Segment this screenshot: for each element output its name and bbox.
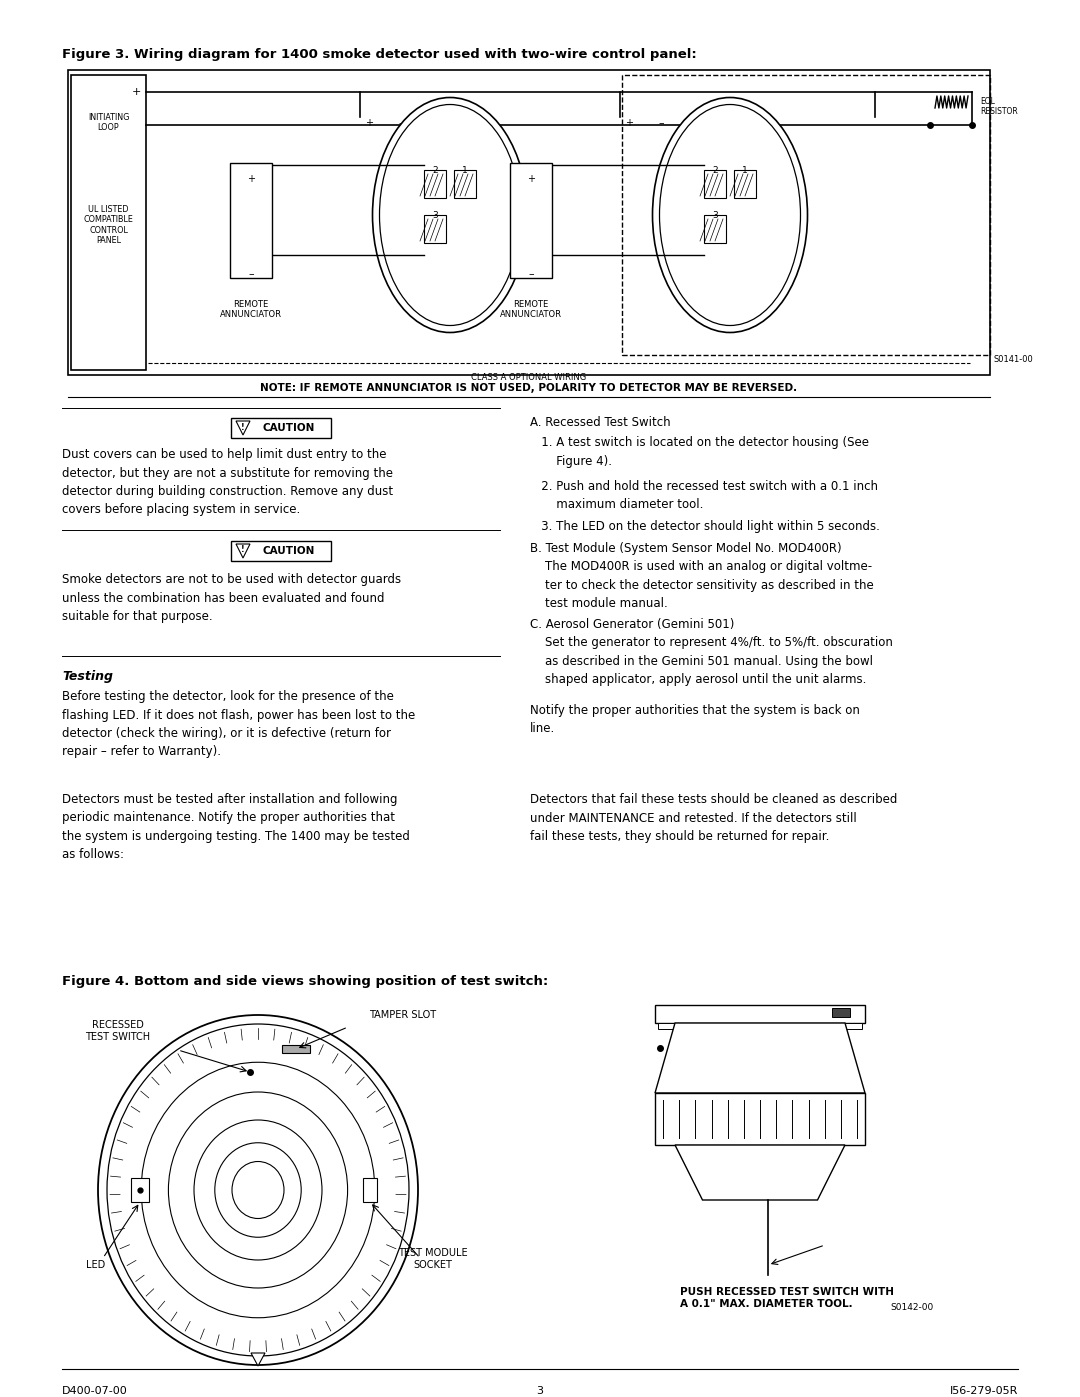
Polygon shape bbox=[251, 1354, 265, 1366]
Text: –: – bbox=[658, 117, 663, 129]
Bar bbox=[131, 1178, 149, 1201]
Text: –: – bbox=[528, 270, 534, 279]
Bar bbox=[71, 75, 146, 370]
Text: 2. Push and hold the recessed test switch with a 0.1 inch
       maximum diamete: 2. Push and hold the recessed test switc… bbox=[530, 481, 878, 511]
Bar bbox=[654, 1004, 865, 1023]
Ellipse shape bbox=[660, 105, 800, 326]
Bar bbox=[424, 170, 446, 198]
Text: D400-07-00: D400-07-00 bbox=[62, 1386, 127, 1396]
Text: 3: 3 bbox=[537, 1386, 543, 1396]
Text: Testing: Testing bbox=[62, 671, 113, 683]
Bar bbox=[704, 170, 726, 198]
Text: 1: 1 bbox=[742, 166, 747, 175]
Bar bbox=[231, 541, 330, 562]
Text: Set the generator to represent 4%/ft. to 5%/ft. obscuration
    as described in : Set the generator to represent 4%/ft. to… bbox=[530, 636, 893, 686]
Text: Smoke detectors are not to be used with detector guards
unless the combination h: Smoke detectors are not to be used with … bbox=[62, 573, 401, 623]
Text: TEST MODULE
SOCKET: TEST MODULE SOCKET bbox=[399, 1249, 468, 1270]
Bar bbox=[424, 215, 446, 243]
Text: TAMPER SLOT: TAMPER SLOT bbox=[369, 1010, 436, 1020]
Bar bbox=[510, 162, 552, 278]
Text: INITIATING
LOOP: INITIATING LOOP bbox=[87, 113, 130, 133]
Text: B. Test Module (System Sensor Model No. MOD400R): B. Test Module (System Sensor Model No. … bbox=[530, 542, 841, 555]
Text: Figure 4. Bottom and side views showing position of test switch:: Figure 4. Bottom and side views showing … bbox=[62, 975, 549, 988]
Text: Figure 3. Wiring diagram for 1400 smoke detector used with two-wire control pane: Figure 3. Wiring diagram for 1400 smoke … bbox=[62, 47, 697, 61]
Text: –: – bbox=[248, 270, 254, 279]
Text: S0142-00: S0142-00 bbox=[890, 1303, 933, 1312]
Text: REMOTE
ANNUNCIATOR: REMOTE ANNUNCIATOR bbox=[220, 300, 282, 320]
Text: RECESSED
TEST SWITCH: RECESSED TEST SWITCH bbox=[85, 1020, 150, 1042]
Text: 3: 3 bbox=[712, 211, 718, 219]
Text: Before testing the detector, look for the presence of the
flashing LED. If it do: Before testing the detector, look for th… bbox=[62, 690, 415, 759]
Bar bbox=[68, 70, 990, 374]
Text: 1: 1 bbox=[462, 166, 468, 175]
Text: The MOD400R is used with an analog or digital voltme-
    ter to check the detec: The MOD400R is used with an analog or di… bbox=[530, 560, 874, 610]
Bar bbox=[654, 1092, 865, 1146]
Bar bbox=[231, 418, 330, 439]
Text: PUSH RECESSED TEST SWITCH WITH
A 0.1" MAX. DIAMETER TOOL.: PUSH RECESSED TEST SWITCH WITH A 0.1" MA… bbox=[680, 1287, 894, 1309]
Bar bbox=[734, 170, 756, 198]
Text: REMOTE
ANNUNCIATOR: REMOTE ANNUNCIATOR bbox=[500, 300, 562, 320]
Text: CAUTION: CAUTION bbox=[262, 546, 315, 556]
Ellipse shape bbox=[379, 105, 521, 326]
Text: Detectors must be tested after installation and following
periodic maintenance. : Detectors must be tested after installat… bbox=[62, 793, 410, 862]
Text: S0141-00: S0141-00 bbox=[993, 355, 1032, 365]
Text: +: + bbox=[132, 87, 140, 96]
Text: EOL
RESISTOR: EOL RESISTOR bbox=[980, 96, 1017, 116]
Text: Notify the proper authorities that the system is back on
line.: Notify the proper authorities that the s… bbox=[530, 704, 860, 735]
Text: C. Aerosol Generator (Gemini 501): C. Aerosol Generator (Gemini 501) bbox=[530, 617, 734, 631]
Ellipse shape bbox=[141, 1062, 375, 1317]
Polygon shape bbox=[237, 420, 249, 434]
Text: !: ! bbox=[241, 545, 245, 555]
Text: NOTE: IF REMOTE ANNUNCIATOR IS NOT USED, POLARITY TO DETECTOR MAY BE REVERSED.: NOTE: IF REMOTE ANNUNCIATOR IS NOT USED,… bbox=[260, 383, 797, 393]
Bar bbox=[832, 1009, 850, 1017]
Polygon shape bbox=[675, 1146, 845, 1200]
Text: A. Recessed Test Switch: A. Recessed Test Switch bbox=[530, 416, 671, 429]
Text: +: + bbox=[625, 117, 633, 129]
Text: Detectors that fail these tests should be cleaned as described
under MAINTENANCE: Detectors that fail these tests should b… bbox=[530, 793, 897, 842]
Text: !: ! bbox=[241, 422, 245, 432]
Bar bbox=[363, 1178, 377, 1201]
Text: Dust covers can be used to help limit dust entry to the
detector, but they are n: Dust covers can be used to help limit du… bbox=[62, 448, 393, 517]
Bar bbox=[704, 215, 726, 243]
Ellipse shape bbox=[98, 1016, 418, 1365]
Text: UL LISTED
COMPATIBLE
CONTROL
PANEL: UL LISTED COMPATIBLE CONTROL PANEL bbox=[83, 205, 134, 246]
Text: 3. The LED on the detector should light within 5 seconds.: 3. The LED on the detector should light … bbox=[530, 520, 880, 534]
Ellipse shape bbox=[232, 1161, 284, 1218]
Text: 1. A test switch is located on the detector housing (See
       Figure 4).: 1. A test switch is located on the detec… bbox=[530, 436, 869, 468]
Text: –: – bbox=[399, 117, 404, 129]
Ellipse shape bbox=[107, 1024, 409, 1356]
Ellipse shape bbox=[215, 1143, 301, 1238]
Bar bbox=[658, 1023, 862, 1030]
Text: 2: 2 bbox=[432, 166, 437, 175]
Ellipse shape bbox=[168, 1092, 348, 1288]
Polygon shape bbox=[654, 1023, 865, 1092]
Bar bbox=[622, 75, 990, 355]
Text: I56-279-05R: I56-279-05R bbox=[949, 1386, 1018, 1396]
Bar bbox=[282, 1045, 310, 1053]
Text: 3: 3 bbox=[432, 211, 437, 219]
Ellipse shape bbox=[652, 98, 808, 332]
Text: CAUTION: CAUTION bbox=[262, 423, 315, 433]
Text: +: + bbox=[365, 117, 373, 129]
Text: 2: 2 bbox=[712, 166, 718, 175]
Polygon shape bbox=[237, 543, 249, 557]
Text: +: + bbox=[247, 175, 255, 184]
Bar bbox=[230, 162, 272, 278]
Bar bbox=[454, 170, 476, 198]
Text: +: + bbox=[527, 175, 535, 184]
Ellipse shape bbox=[373, 98, 527, 332]
Text: CLASS A OPTIONAL WIRING: CLASS A OPTIONAL WIRING bbox=[471, 373, 586, 381]
Ellipse shape bbox=[194, 1120, 322, 1260]
Text: LED: LED bbox=[86, 1260, 106, 1270]
